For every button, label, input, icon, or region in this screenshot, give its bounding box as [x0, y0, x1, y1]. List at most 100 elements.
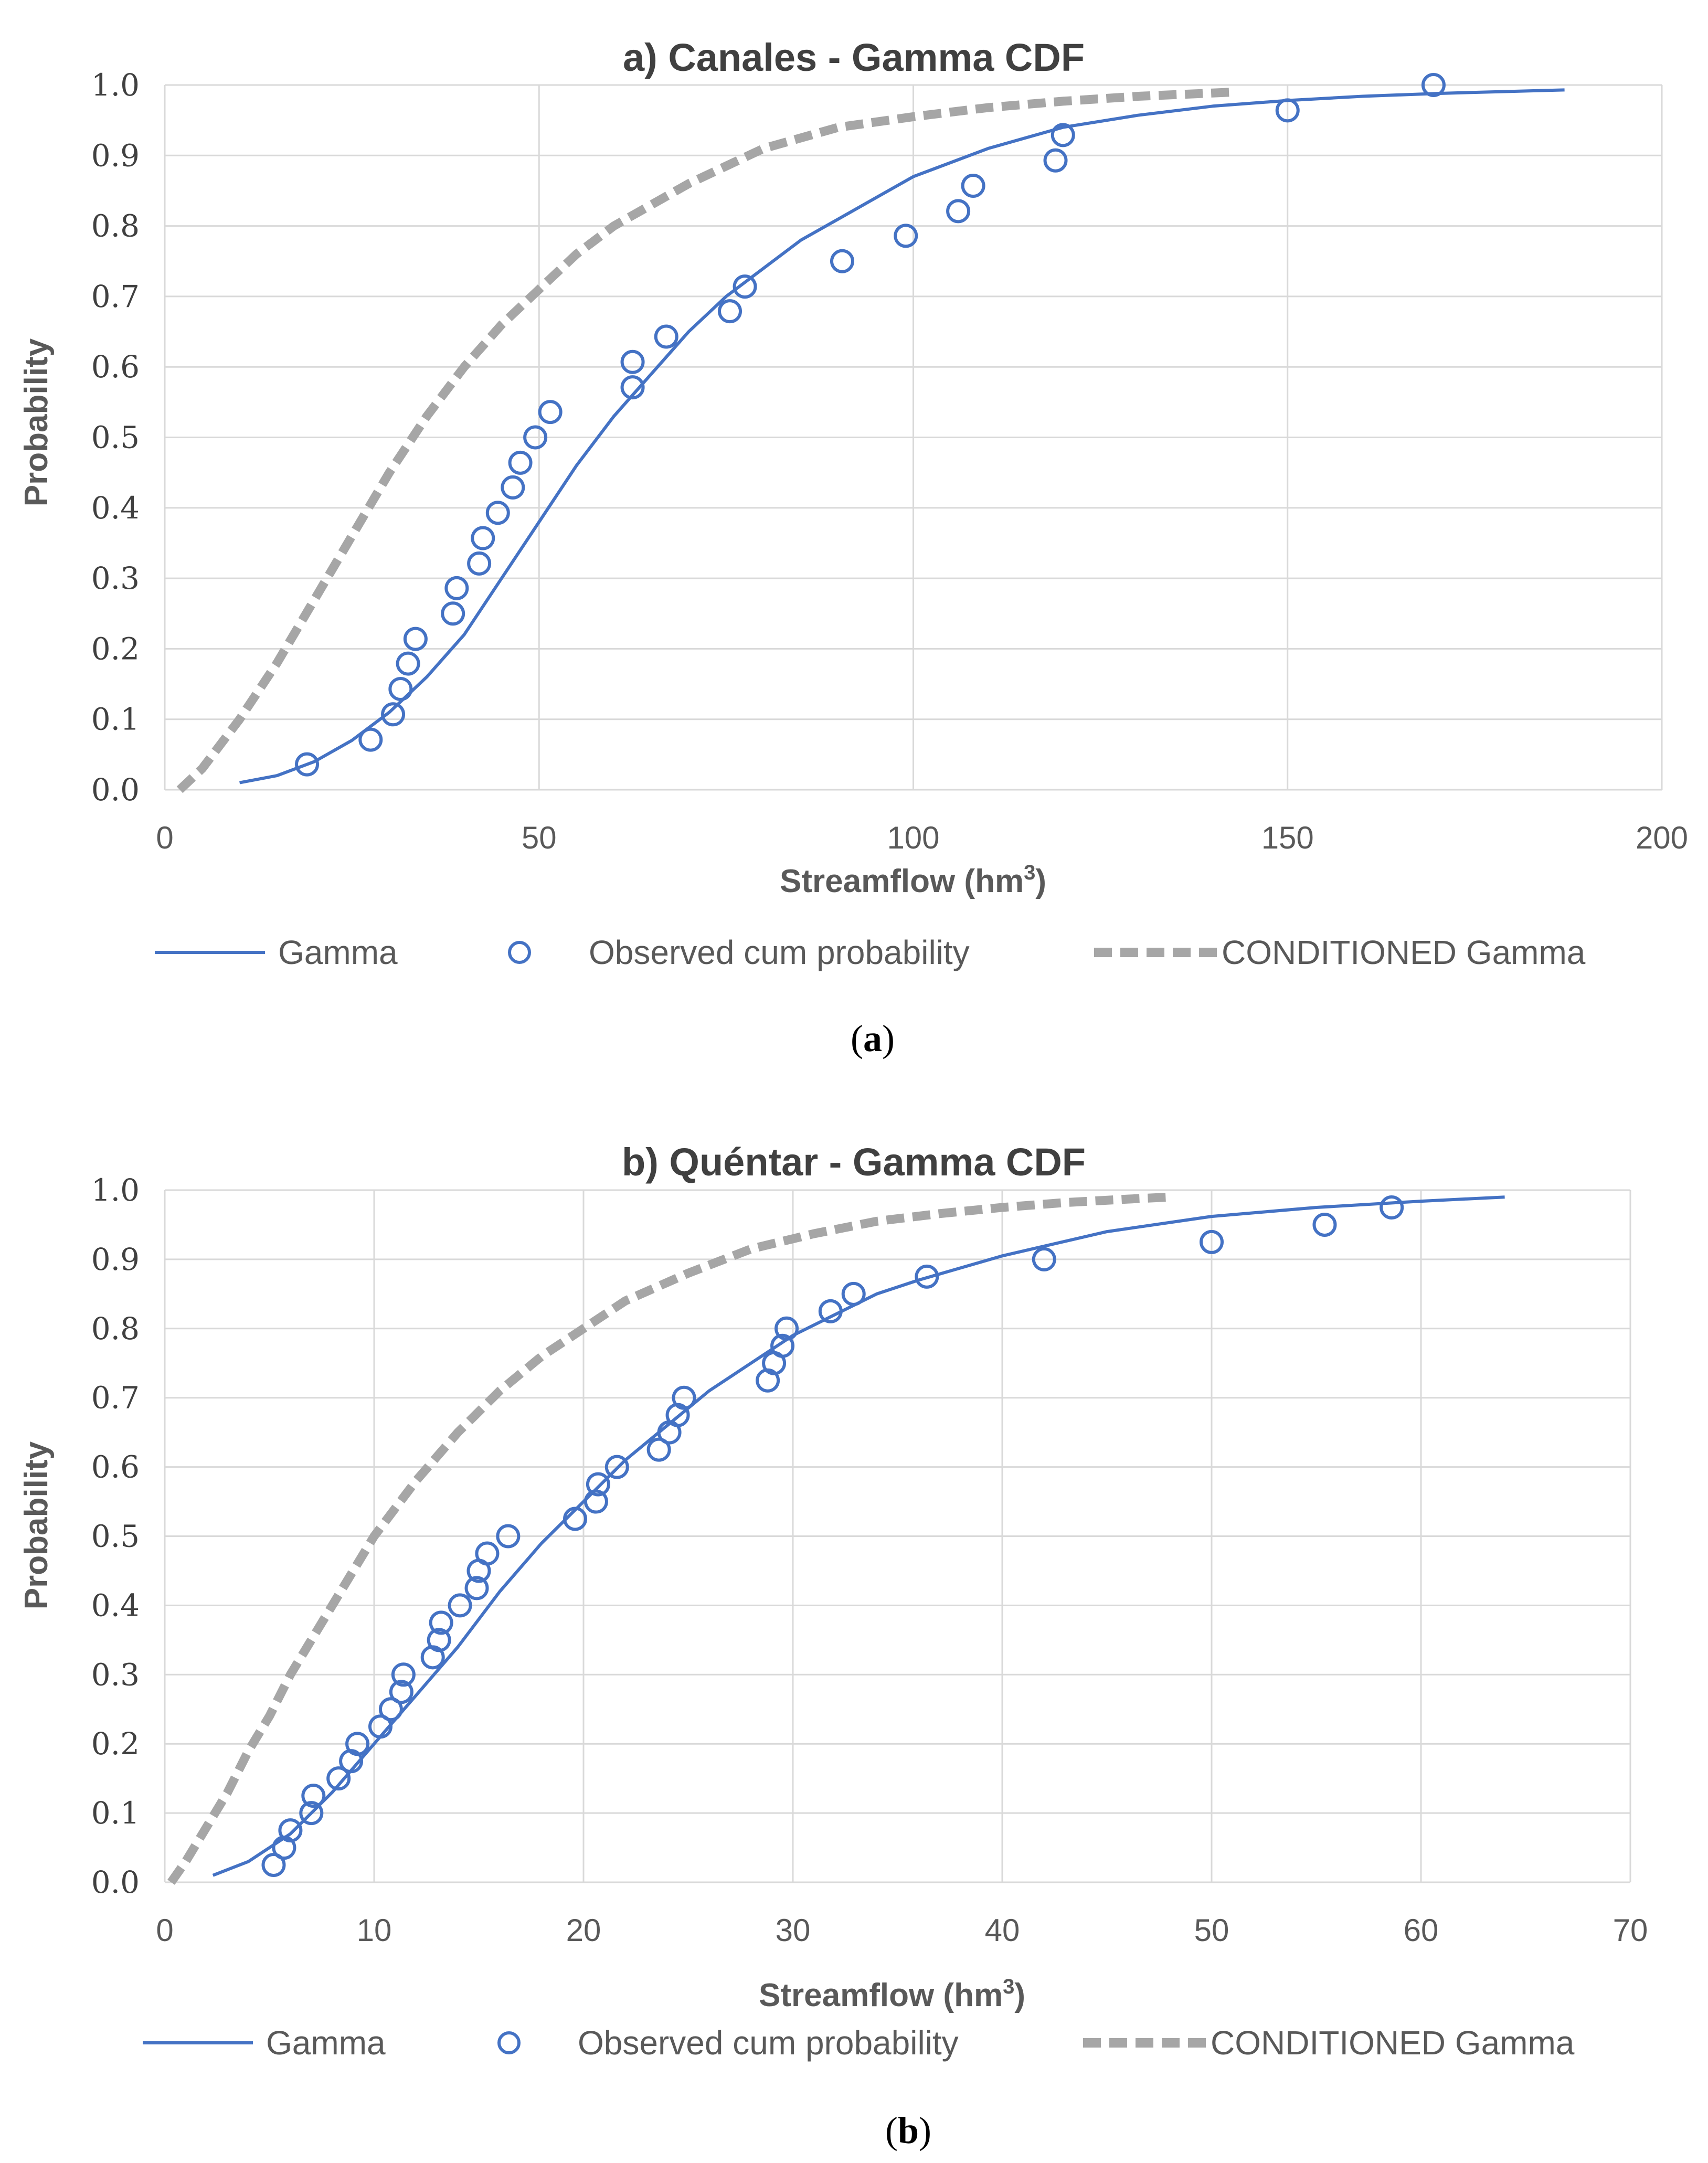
data-point: [403, 627, 428, 651]
data-point: [389, 1680, 413, 1704]
data-point: [358, 727, 383, 752]
data-point: [471, 526, 495, 550]
data-point: [1051, 123, 1075, 147]
data-point: [378, 1697, 403, 1722]
data-point: [830, 249, 854, 273]
y-tick-label: 0.0: [91, 772, 140, 808]
data-point: [295, 752, 320, 777]
y-tick-label: 0.3: [91, 1657, 140, 1692]
chart-canales: a) Canales - Gamma CDF 0.00.10.20.30.40.…: [18, 36, 1688, 1059]
data-point: [368, 1714, 392, 1739]
data-point: [475, 1541, 500, 1566]
data-point: [563, 1507, 588, 1531]
data-point: [733, 274, 757, 299]
data-point: [961, 174, 985, 198]
y-tick-label: 0.7: [91, 279, 140, 314]
data-point: [1312, 1212, 1337, 1237]
data-point: [946, 199, 971, 224]
series-line-gamma: [239, 88, 1565, 784]
chart-quentar: b) Quéntar - Gamma CDF 0.00.10.20.30.40.…: [18, 1140, 1648, 2151]
legend-observed-label: Observed cum probability: [589, 934, 970, 971]
series-group: [176, 73, 1565, 793]
y-tick-label: 0.1: [91, 702, 140, 737]
series-observed: [295, 73, 1446, 777]
legend-gamma-label: Gamma: [266, 2024, 386, 2062]
data-point: [496, 1524, 521, 1549]
data-point: [345, 1732, 370, 1756]
legend-item-observed[interactable]: Observed cum probability: [497, 2024, 959, 2062]
y-tick-label: 0.3: [91, 560, 140, 596]
y-tick-label: 0.6: [91, 1449, 140, 1485]
x-tick-label: 200: [1636, 820, 1688, 855]
x-tick-label: 30: [776, 1913, 811, 1948]
legend-conditioned-label: CONDITIONED Gamma: [1222, 934, 1586, 971]
data-point: [448, 1593, 472, 1618]
y-tick-label: 0.9: [91, 137, 140, 173]
y-tick-label: 0.7: [91, 1380, 140, 1416]
x-tick-label: 20: [566, 1913, 601, 1948]
data-point: [427, 1628, 451, 1652]
legend-item-gamma[interactable]: Gamma: [143, 2024, 386, 2062]
data-point: [485, 501, 510, 525]
data-point: [523, 425, 548, 450]
y-tick-label: 0.8: [91, 1311, 140, 1346]
data-point: [894, 224, 918, 248]
y-tick-label: 0.5: [91, 420, 140, 455]
x-tick-label: 150: [1261, 820, 1314, 855]
data-point: [672, 1385, 696, 1410]
data-point: [646, 1437, 671, 1462]
data-point: [261, 1853, 286, 1878]
legend-observed-label: Observed cum probability: [578, 2024, 959, 2062]
y-axis-title: Probability: [18, 1441, 55, 1609]
data-point: [464, 1576, 489, 1600]
data-point: [584, 1489, 608, 1514]
data-point: [301, 1784, 326, 1808]
y-tick-labels: 0.0 0.1 0.2 0.3 0.4 0.5 0.6 0.7 0.8 0.9 1.0: [91, 67, 140, 808]
legend-item-conditioned[interactable]: CONDITIONED Gamma: [1094, 934, 1586, 971]
data-point: [718, 299, 742, 324]
x-tick-label: 60: [1404, 1913, 1439, 1948]
x-tick-labels: 0 50 100 150 200: [156, 820, 1688, 855]
y-tick-label: 0.8: [91, 208, 140, 244]
data-point: [586, 1472, 610, 1497]
data-point: [429, 1610, 453, 1635]
y-tick-label: 0.6: [91, 349, 140, 385]
data-point: [604, 1455, 629, 1479]
x-tick-label: 10: [357, 1913, 392, 1948]
data-point: [818, 1299, 843, 1323]
legend-item-observed[interactable]: Observed cum probability: [508, 934, 970, 971]
data-point: [620, 375, 645, 400]
data-point: [388, 676, 413, 701]
data-point: [441, 601, 465, 626]
data-point: [396, 651, 420, 676]
y-tick-label: 0.1: [91, 1795, 140, 1831]
data-point: [915, 1264, 939, 1289]
data-point: [1380, 1195, 1404, 1220]
x-axis-title: Streamflow (hm3): [759, 1975, 1025, 2013]
legend-item-conditioned[interactable]: CONDITIONED Gamma: [1083, 2024, 1575, 2062]
caption-b: (b): [885, 2109, 931, 2151]
y-axis-title: Probability: [18, 338, 55, 506]
x-tick-label: 100: [887, 820, 939, 855]
chart-title: b) Quéntar - Gamma CDF: [622, 1140, 1086, 1184]
series-observed: [261, 1195, 1404, 1878]
chart-title: a) Canales - Gamma CDF: [623, 36, 1085, 79]
y-tick-label: 1.0: [91, 67, 140, 103]
data-point: [391, 1662, 416, 1687]
y-tick-label: 0.0: [91, 1864, 140, 1900]
data-point: [1421, 73, 1446, 97]
data-point: [501, 475, 525, 500]
y-tick-label: 0.4: [91, 490, 140, 526]
caption-a: (a): [851, 1017, 895, 1059]
series-group: [167, 1192, 1505, 1885]
x-tick-label: 50: [522, 820, 557, 855]
legend: Gamma Observed cum probability CONDITION…: [143, 2024, 1575, 2062]
data-point: [620, 349, 645, 374]
legend-gamma-label: Gamma: [278, 934, 398, 971]
x-tick-label: 70: [1613, 1913, 1648, 1948]
legend-item-gamma[interactable]: Gamma: [155, 934, 398, 971]
grid: [164, 84, 1663, 791]
data-point: [1043, 148, 1068, 173]
y-tick-label: 0.2: [91, 631, 140, 666]
